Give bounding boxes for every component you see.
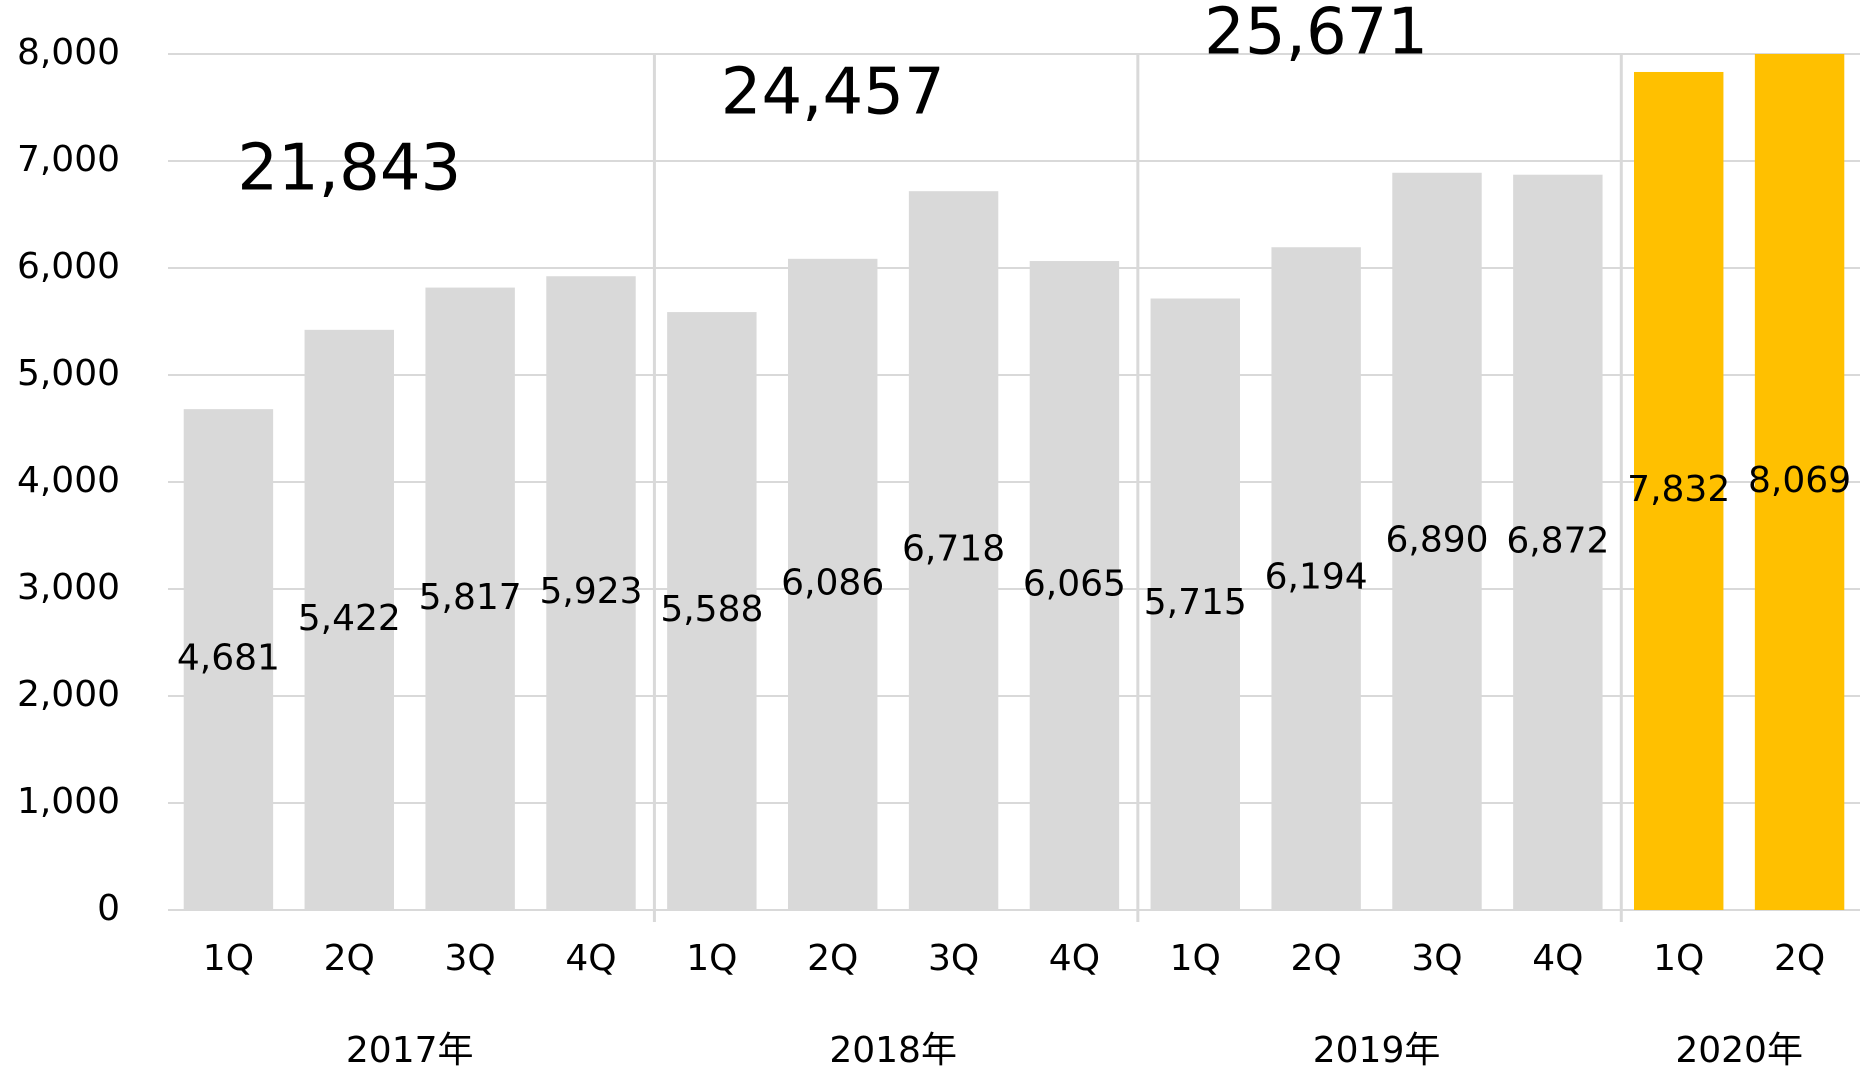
x-tick-label: 4Q — [1532, 938, 1583, 979]
bar — [425, 287, 515, 910]
group-label: 2018年 — [829, 1030, 957, 1068]
bar — [908, 191, 999, 910]
group-label: 2019年 — [1313, 1030, 1441, 1068]
bar — [1513, 174, 1603, 911]
data-label: 6,065 — [1023, 564, 1126, 605]
x-tick-label: 1Q — [203, 938, 254, 979]
y-tick-label: 6,000 — [17, 246, 120, 287]
y-tick-label: 3,000 — [17, 567, 120, 608]
data-label: 6,872 — [1506, 520, 1609, 561]
y-tick-label: 4,000 — [17, 460, 120, 501]
x-tick-label: 2Q — [1774, 938, 1825, 979]
bar — [183, 409, 274, 910]
bar — [304, 329, 395, 910]
bar — [787, 258, 878, 911]
x-tick-label: 1Q — [686, 938, 737, 979]
group-label: 2020年 — [1675, 1030, 1803, 1068]
group-total: 24,457 — [721, 56, 945, 130]
bar — [1271, 247, 1361, 910]
x-tick-label: 4Q — [565, 938, 616, 979]
x-tick-label: 2Q — [807, 938, 858, 979]
y-tick-label: 2,000 — [17, 674, 120, 715]
x-tick-label: 1Q — [1653, 938, 1704, 979]
bar — [1150, 298, 1241, 910]
x-tick-label: 2Q — [1291, 938, 1342, 979]
data-label: 5,923 — [539, 571, 642, 612]
data-label: 5,588 — [660, 589, 763, 630]
data-label: 6,194 — [1265, 557, 1368, 598]
y-tick-label: 5,000 — [17, 353, 120, 394]
group-total: 21,843 — [237, 132, 461, 206]
bar — [667, 312, 757, 911]
x-tick-label: 3Q — [928, 938, 979, 979]
y-tick-label: 7,000 — [17, 139, 120, 180]
x-tick-label: 2Q — [324, 938, 375, 979]
group-label: 2017年 — [346, 1030, 474, 1068]
y-tick-label: 1,000 — [17, 781, 120, 822]
bar — [1029, 261, 1120, 910]
y-tick-label: 0 — [97, 888, 120, 929]
data-label: 5,715 — [1144, 582, 1247, 623]
data-label: 4,681 — [177, 638, 280, 679]
data-label: 6,718 — [902, 529, 1005, 570]
x-tick-label: 3Q — [1411, 938, 1462, 979]
x-tick-label: 3Q — [445, 938, 496, 979]
x-tick-label: 1Q — [1170, 938, 1221, 979]
bar — [1392, 172, 1482, 910]
bar — [546, 276, 636, 910]
x-tick-label: 4Q — [1049, 938, 1100, 979]
y-tick-label: 8,000 — [17, 32, 120, 73]
data-label: 7,832 — [1627, 469, 1730, 510]
bar — [1633, 71, 1724, 910]
data-label: 8,069 — [1748, 460, 1851, 501]
bar — [1754, 54, 1845, 910]
group-total: 25,671 — [1204, 0, 1428, 70]
data-label: 5,422 — [298, 598, 401, 639]
data-label: 6,086 — [781, 562, 884, 603]
data-label: 5,817 — [419, 577, 522, 618]
data-label: 6,890 — [1385, 519, 1488, 560]
